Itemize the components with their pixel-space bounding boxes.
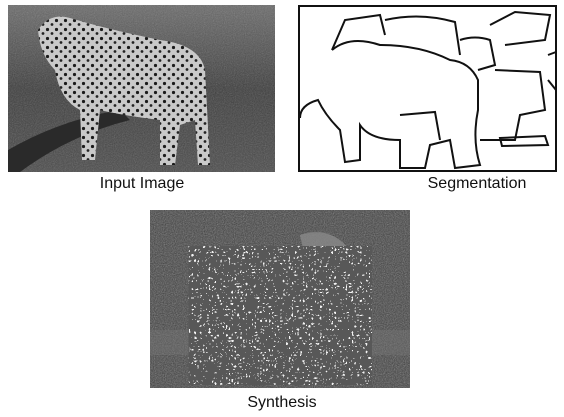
input-image <box>8 5 275 172</box>
caption: Input Image <box>12 175 272 193</box>
synthesis-image <box>150 210 410 388</box>
caption: Segmentation <box>347 175 564 193</box>
figure-graphics <box>0 0 564 417</box>
figure: Input Image Segmentation Synthesis <box>0 0 564 417</box>
caption: Synthesis <box>152 394 412 412</box>
segmentation-image <box>299 6 556 171</box>
